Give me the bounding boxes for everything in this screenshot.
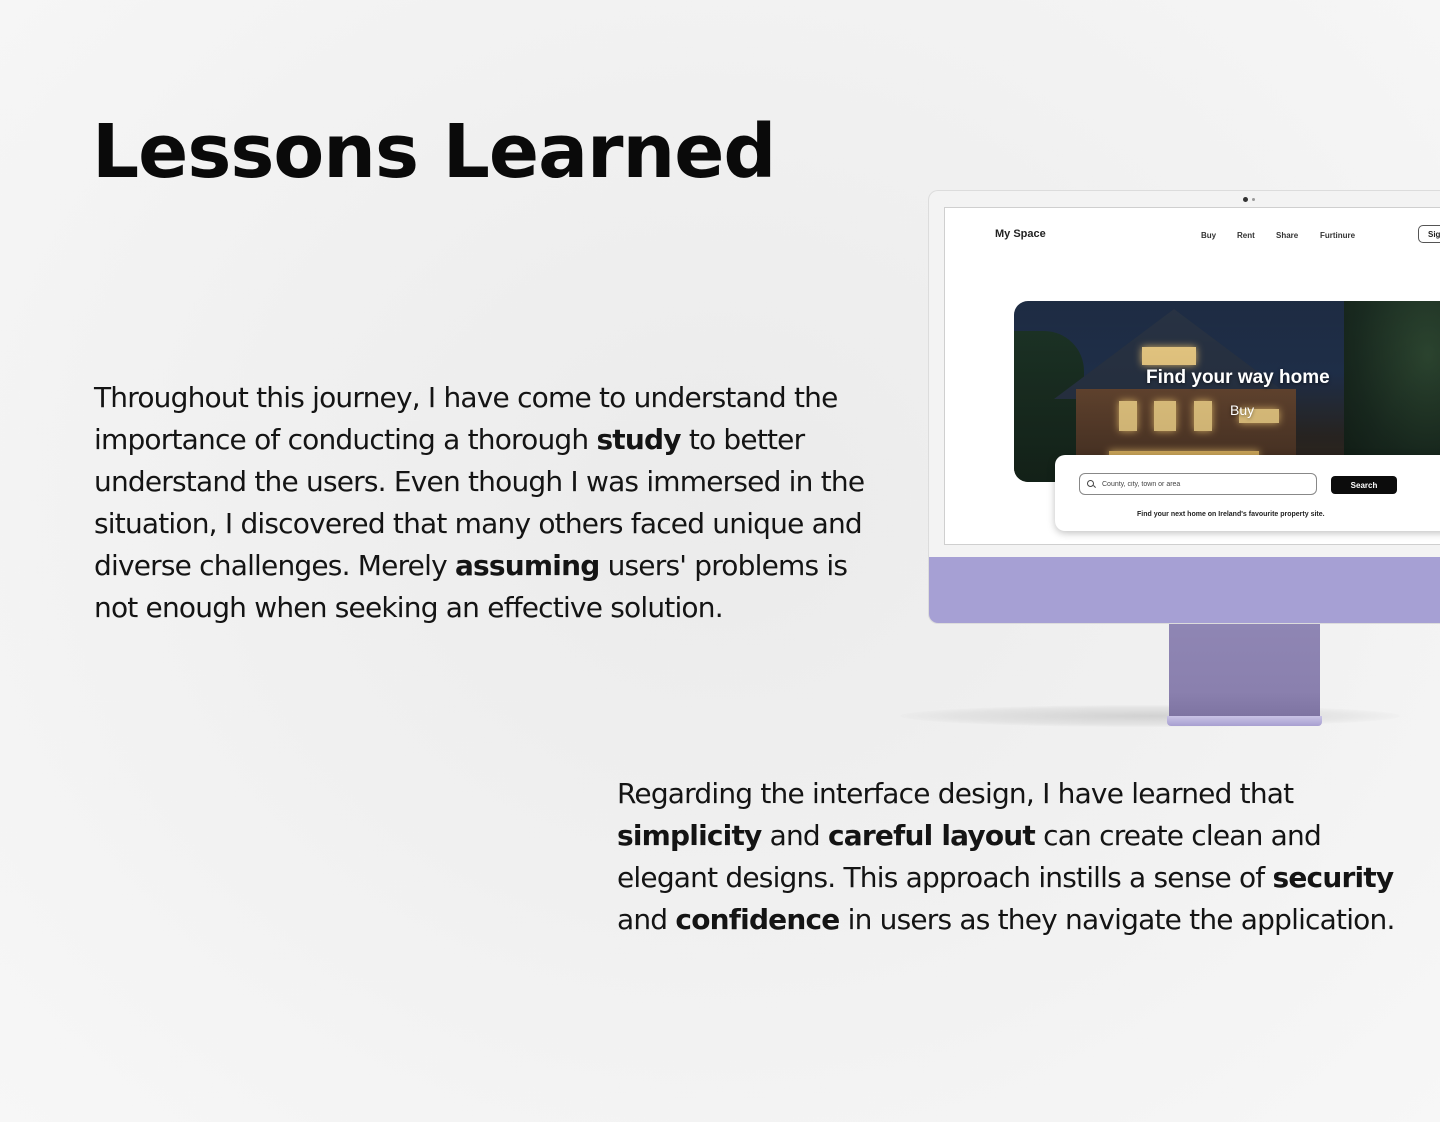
hero-tab-buy[interactable]: Buy — [1230, 402, 1255, 418]
imac-body: My Space Buy Rent Share Furtinure Sign i… — [928, 190, 1440, 624]
house-window — [1154, 401, 1176, 431]
nav-item-rent[interactable]: Rent — [1237, 231, 1255, 240]
imac-mockup: My Space Buy Rent Share Furtinure Sign i… — [900, 190, 1440, 735]
search-caption: Find your next home on Ireland's favouri… — [1137, 511, 1325, 518]
page-title: Lessons Learned — [92, 109, 776, 195]
lesson-paragraph-design: Regarding the interface design, I have l… — [617, 777, 1395, 936]
house-window — [1119, 401, 1137, 431]
camera-indicator-icon — [1252, 198, 1255, 201]
nav-item-buy[interactable]: Buy — [1201, 231, 1217, 240]
sign-in-button[interactable]: Sign in — [1418, 225, 1440, 243]
emphasis-security: security — [1272, 861, 1394, 894]
imac-chin — [929, 557, 1440, 623]
imac-stand — [1169, 622, 1320, 722]
search-button[interactable]: Search — [1331, 476, 1397, 494]
site-logo[interactable]: My Space — [995, 228, 1046, 240]
search-input[interactable] — [1079, 473, 1317, 495]
lesson-paragraph-research: Throughout this journey, I have come to … — [94, 381, 865, 624]
house-window — [1142, 347, 1196, 365]
device-shadow — [900, 705, 1400, 727]
hero-title: Find your way home — [1146, 367, 1330, 388]
emphasis-confidence: confidence — [675, 903, 840, 936]
search-card: Search Find your next home on Ireland's … — [1055, 455, 1440, 531]
emphasis-simplicity: simplicity — [617, 819, 762, 852]
website-screen: My Space Buy Rent Share Furtinure Sign i… — [944, 207, 1440, 545]
imac-stand-foot — [1167, 716, 1322, 726]
search-icon — [1087, 480, 1094, 487]
nav-item-furniture[interactable]: Furtinure — [1320, 231, 1356, 240]
house-window — [1239, 409, 1279, 423]
house-window — [1194, 401, 1212, 431]
emphasis-assuming: assuming — [454, 549, 600, 582]
emphasis-careful-layout: careful layout — [828, 819, 1036, 852]
hero-trees-right — [1344, 301, 1440, 482]
camera-icon — [1243, 197, 1248, 202]
hero-overlay — [1014, 301, 1440, 482]
nav-item-share[interactable]: Share — [1276, 231, 1299, 240]
emphasis-study: study — [596, 423, 681, 456]
